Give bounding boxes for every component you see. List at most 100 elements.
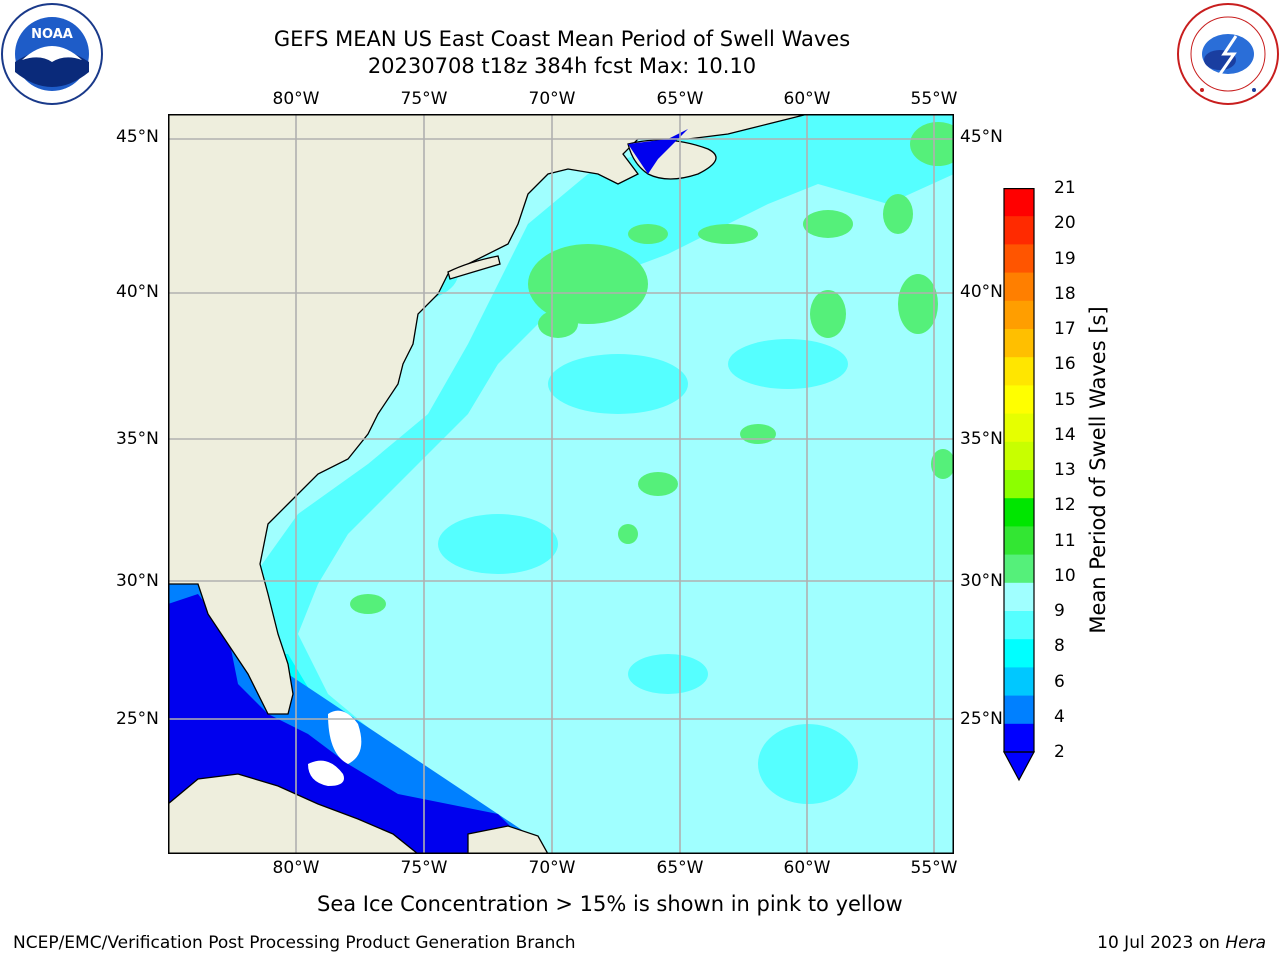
colorbar-tick-label: 15	[1054, 389, 1076, 410]
colorbar-tick-label: 6	[1054, 671, 1065, 692]
land-bahamas	[328, 710, 362, 764]
chart-title: GEFS MEAN US East Coast Mean Period of S…	[273, 27, 851, 51]
ocean-patch-mid	[438, 514, 558, 574]
ocean-patch-green	[538, 310, 578, 338]
footer-date: 10 Jul 2023 on Hera	[1097, 933, 1266, 953]
colorbar-tick-label: 21	[1054, 178, 1076, 198]
colorbar	[1002, 188, 1036, 782]
ocean-patch-mid	[628, 654, 708, 694]
colorbar-label: Mean Period of Swell Waves [s]	[1086, 306, 1110, 634]
colorbar-tick-label: 17	[1054, 319, 1076, 339]
lat-label-left: 30°N	[116, 571, 159, 591]
colorbar-segment	[1004, 695, 1034, 725]
colorbar-segment	[1004, 413, 1034, 443]
lon-label-top: 80°W	[272, 89, 320, 109]
footer-date-text: 10 Jul 2023 on	[1097, 933, 1226, 953]
chart-subtitle: 20230708 t18z 384h fcst Max: 10.10	[367, 54, 757, 78]
colorbar-tick-label: 14	[1054, 424, 1076, 445]
ocean-bay-dark	[628, 129, 688, 174]
ocean-patch-green	[618, 524, 638, 544]
ocean-patch-green	[898, 274, 938, 334]
colorbar-segment	[1004, 300, 1034, 330]
colorbar-segment	[1004, 723, 1034, 753]
colorbar-tick-label: 4	[1054, 706, 1065, 727]
lon-label-top: 75°W	[400, 89, 448, 109]
lon-label-bottom: 65°W	[656, 858, 704, 878]
footer-credit: NCEP/EMC/Verification Post Processing Pr…	[13, 933, 576, 953]
lat-label-left: 35°N	[116, 429, 159, 449]
colorbar-tick-label: 11	[1054, 530, 1076, 551]
land-cuba	[168, 773, 420, 854]
lon-label-top: 60°W	[783, 89, 831, 109]
land-north-america	[168, 114, 809, 715]
lon-label-top: 55°W	[910, 89, 958, 109]
colorbar-segment	[1004, 441, 1034, 471]
colorbar-segment	[1004, 272, 1034, 302]
lat-label-left: 45°N	[116, 127, 159, 147]
lon-label-top: 70°W	[528, 89, 576, 109]
lat-label-right: 45°N	[960, 127, 1003, 147]
ocean-patch-green	[740, 424, 776, 444]
colorbar-tick-label: 13	[1054, 460, 1076, 480]
lon-label-top: 65°W	[656, 89, 704, 109]
ocean-patch-green	[698, 224, 758, 244]
lon-label-bottom: 80°W	[272, 858, 320, 878]
ocean-patch-green	[910, 122, 954, 166]
colorbar-segment	[1004, 470, 1034, 499]
noaa-logo: NOAA	[1, 3, 103, 105]
colorbar-tick-label: 2	[1054, 742, 1065, 762]
colorbar-tick-label: 9	[1054, 601, 1065, 621]
colorbar-tick-label: 18	[1054, 283, 1076, 304]
colorbar-extension	[1002, 751, 1036, 782]
colorbar-segment	[1004, 216, 1034, 245]
map-gridlines	[168, 114, 954, 854]
lat-label-right: 25°N	[960, 709, 1003, 729]
lat-label-left: 40°N	[116, 282, 159, 302]
land-bahamas	[308, 760, 344, 786]
lon-label-bottom: 75°W	[400, 858, 448, 878]
ocean-patch-green	[528, 244, 648, 324]
colorbar-segment	[1004, 554, 1034, 584]
ocean-patch-mid	[728, 339, 848, 389]
colorbar-segment	[1004, 498, 1034, 527]
ocean-patch-mid	[758, 724, 858, 804]
ocean-patch-green	[628, 224, 668, 244]
colorbar-segment	[1004, 385, 1034, 415]
colorbar-segment	[1004, 188, 1034, 217]
colorbar-segment	[1004, 611, 1034, 640]
colorbar-segment	[1004, 526, 1034, 556]
colorbar-tick-label: 19	[1054, 248, 1076, 269]
land-hispaniola	[467, 825, 549, 854]
colorbar-segment	[1004, 582, 1034, 612]
ocean-patch-green	[350, 594, 386, 614]
colorbar-tick-label: 12	[1054, 495, 1076, 516]
sea-ice-note: Sea Ice Concentration > 15% is shown in …	[317, 892, 903, 916]
ocean-patch-green	[931, 449, 954, 479]
colorbar-segment	[1004, 667, 1034, 697]
ocean-patch-green	[810, 290, 846, 338]
colorbar-segment	[1004, 244, 1034, 274]
noaa-logo-text: NOAA	[31, 27, 73, 42]
land-long-island	[447, 255, 501, 280]
lat-label-right: 35°N	[960, 429, 1003, 449]
lat-label-right: 40°N	[960, 282, 1003, 302]
ocean-patch-green	[638, 472, 678, 496]
lat-label-left: 25°N	[116, 709, 159, 729]
ocean-patch-mid	[548, 354, 688, 414]
colorbar-segment	[1004, 329, 1034, 358]
ocean-patch-green	[803, 210, 853, 238]
lon-label-bottom: 70°W	[528, 858, 576, 878]
lon-label-bottom: 55°W	[910, 858, 958, 878]
ocean-patch-green	[883, 194, 913, 234]
colorbar-tick-label: 8	[1054, 636, 1065, 657]
footer-machine: Hera	[1225, 933, 1266, 953]
swell-period-map	[168, 114, 954, 854]
nws-logo	[1177, 3, 1279, 105]
colorbar-tick-label: 20	[1054, 213, 1076, 234]
colorbar-tick-label: 16	[1054, 354, 1076, 375]
colorbar-tick-label: 10	[1054, 565, 1076, 586]
colorbar-segment	[1004, 357, 1034, 386]
lon-label-bottom: 60°W	[783, 858, 831, 878]
colorbar-segment	[1004, 639, 1034, 668]
lat-label-right: 30°N	[960, 571, 1003, 591]
